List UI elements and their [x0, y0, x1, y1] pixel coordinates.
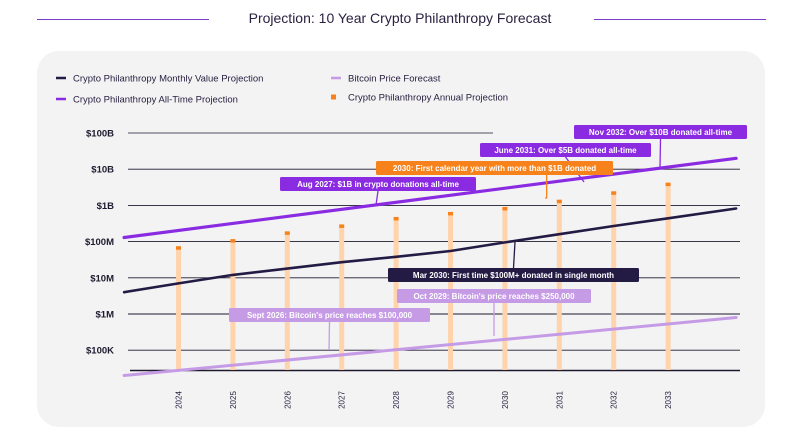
- annual-bar: [393, 217, 399, 370]
- title-rule-right: [594, 19, 766, 20]
- annual-bar-cap: [339, 224, 345, 228]
- annotation-connector: [512, 241, 516, 269]
- annual-bar-cap: [284, 231, 290, 235]
- annotation-label: June 2031: Over $5B donated all-time: [494, 146, 637, 155]
- annual-bar-cap: [230, 239, 236, 243]
- annotation-connector: [659, 138, 662, 169]
- legend-swatch-0: [56, 76, 66, 80]
- annotation-label: Sept 2026: Bitcoin's price reaches $100,…: [247, 311, 413, 320]
- bitcoin-price-line: [122, 316, 738, 377]
- annotation-box: [574, 125, 747, 139]
- legend-swatch-1: [56, 97, 66, 101]
- annotation-box: [376, 161, 613, 175]
- y-tick-label: $1B: [97, 201, 115, 212]
- annual-bar: [284, 232, 290, 370]
- annotation-connector: [328, 321, 331, 351]
- all-time-projection-line: [122, 156, 738, 240]
- legend-label-2: Bitcoin Price Forecast: [348, 74, 441, 85]
- title-bar: Projection: 10 Year Crypto Philanthropy …: [0, 0, 800, 40]
- x-tick-label: 2026: [283, 391, 292, 409]
- y-tick-label: $1M: [96, 310, 115, 321]
- monthly-value-line: [122, 207, 738, 294]
- chart-panel: [37, 51, 765, 427]
- annual-bar-cap: [611, 191, 617, 195]
- y-tick-label: $10B: [91, 165, 114, 176]
- x-tick-label: 2032: [610, 391, 619, 409]
- x-tick-label: 2024: [175, 391, 184, 409]
- annotation-box: [229, 308, 430, 322]
- annotation-connector: [545, 175, 548, 199]
- annotation-label: Oct 2029: Bitcoin's price reaches $250,0…: [413, 292, 575, 301]
- annotation-label: 2030: First calendar year with more than…: [393, 164, 596, 173]
- annotation-label: Nov 2032: Over $10B donated all-time: [589, 128, 733, 137]
- annotation-box: [280, 177, 476, 191]
- annual-bar: [665, 183, 671, 370]
- annual-bar: [502, 207, 508, 370]
- annual-bar: [176, 247, 181, 370]
- annual-bar: [339, 225, 345, 370]
- x-tick-label: 2029: [447, 391, 456, 409]
- x-tick-label: 2033: [664, 391, 673, 409]
- y-tick-label: $100B: [86, 129, 114, 140]
- legend-swatch-2: [331, 76, 341, 80]
- annual-bar-cap: [176, 246, 181, 250]
- legend-label-3: Crypto Philanthropy Annual Projection: [348, 93, 508, 104]
- annual-bar-cap: [502, 206, 508, 211]
- annual-bar: [556, 200, 562, 370]
- y-tick-label: $100M: [85, 237, 114, 248]
- x-tick-label: 2031: [555, 391, 564, 409]
- x-tick-label: 2028: [392, 391, 401, 409]
- annual-bar-cap: [665, 182, 671, 187]
- annotation-label: Mar 2030: First time $100M+ donated in s…: [413, 271, 614, 280]
- chart-title: Projection: 10 Year Crypto Philanthropy …: [248, 10, 552, 26]
- x-tick-label: 2027: [338, 391, 347, 409]
- annotation-box: [397, 289, 591, 303]
- annual-bar-cap: [393, 216, 399, 221]
- annual-bar-cap: [556, 199, 562, 204]
- legend-label-0: Crypto Philanthropy Monthly Value Projec…: [73, 74, 263, 85]
- x-tick-label: 2025: [229, 391, 238, 409]
- annual-bar: [230, 240, 236, 370]
- annotation-label: Aug 2027: $1B in crypto donations all-ti…: [297, 180, 459, 189]
- annotation-connector: [375, 190, 379, 206]
- legend-swatch-3: [331, 94, 336, 100]
- legend-label-1: Crypto Philanthropy All-Time Projection: [73, 95, 238, 106]
- y-tick-label: $100K: [86, 346, 114, 357]
- annual-bar-cap: [448, 211, 453, 216]
- title-rule-left: [37, 19, 209, 20]
- annotation-box: [388, 268, 639, 282]
- annotation-box: [480, 143, 651, 157]
- y-tick-label: $10M: [90, 273, 114, 284]
- x-tick-label: 2030: [501, 391, 510, 409]
